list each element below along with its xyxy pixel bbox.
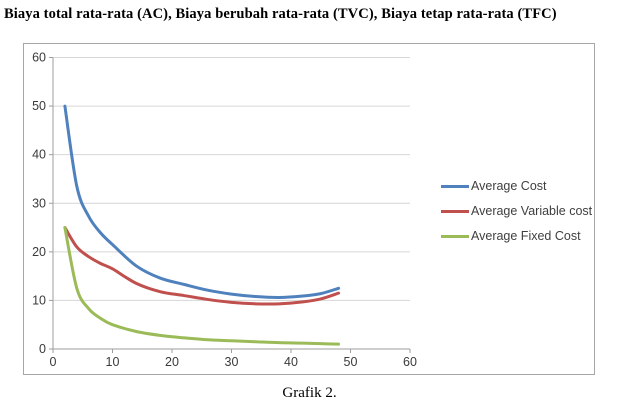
chart-canvas: 0 10 20 30 40 50 60 0 10 20 30 40 50 60 (32, 51, 417, 370)
legend-label: Average Variable cost (471, 204, 593, 218)
series-line-average-variable-cost (63, 226, 341, 306)
x-tick-label: 10 (106, 355, 120, 369)
y-tick-label: 40 (32, 148, 46, 162)
y-tick-label: 10 (32, 293, 46, 307)
legend-label: Average Fixed Cost (471, 229, 581, 243)
y-tick-label: 60 (32, 51, 46, 65)
x-tick-label: 60 (403, 355, 417, 369)
legend-item: Average Cost (441, 178, 592, 194)
legend-line-icon (441, 209, 469, 213)
page-title: Biaya total rata-rata (AC), Biaya beruba… (4, 6, 557, 22)
chart-caption: Grafik 2. (282, 385, 337, 401)
y-tick-label: 20 (32, 245, 46, 259)
x-tick-label: 30 (225, 355, 239, 369)
series-line-average-cost (63, 104, 341, 300)
y-tick-label: 50 (32, 99, 46, 113)
y-tick-label: 30 (32, 196, 46, 210)
series-line-average-fixed-cost (63, 226, 341, 346)
chart-frame: 0 10 20 30 40 50 60 0 10 20 30 40 50 60 Average Cost A… (23, 43, 595, 375)
legend-label: Average Cost (471, 179, 547, 193)
legend-line-icon (441, 184, 469, 188)
legend-line-icon (441, 234, 469, 238)
x-tick-label: 50 (344, 355, 358, 369)
x-tick-label: 0 (50, 355, 57, 369)
y-tick-label: 0 (39, 342, 46, 356)
legend-item: Average Fixed Cost (441, 228, 592, 244)
x-tick-label: 20 (165, 355, 179, 369)
x-tick-label: 40 (284, 355, 298, 369)
legend-item: Average Variable cost (441, 203, 592, 219)
chart-legend: Average Cost Average Variable cost Average… (441, 178, 592, 253)
